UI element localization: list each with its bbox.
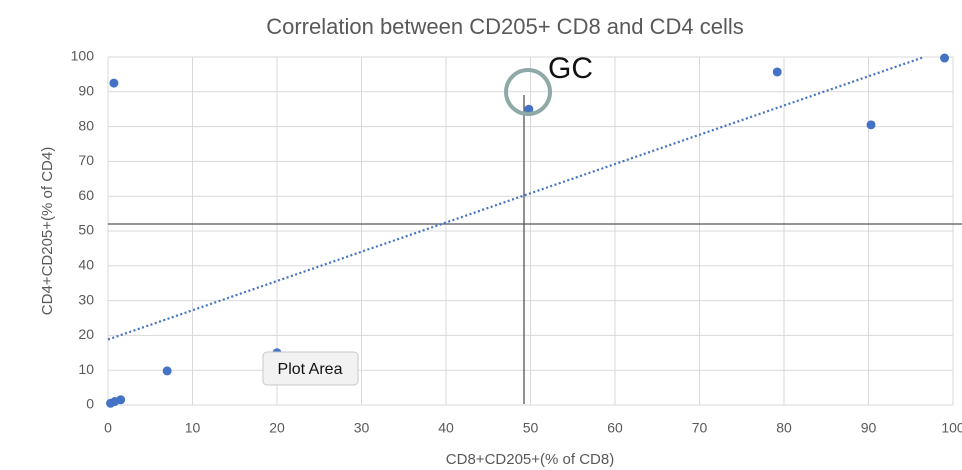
x-tick-label: 20 [269, 420, 285, 436]
x-tick-label: 0 [104, 420, 112, 436]
y-tick-label: 10 [78, 361, 94, 377]
x-tick-label: 60 [607, 420, 623, 436]
y-axis-title: CD4+CD205+(% of CD4) [39, 147, 56, 315]
tooltip [262, 351, 359, 386]
point [866, 120, 876, 130]
point [524, 104, 534, 114]
x-tick-label: 80 [776, 420, 792, 436]
x-tick-label: 100 [941, 420, 962, 436]
x-tick-label: 30 [354, 420, 370, 436]
y-tick-label: 60 [78, 187, 94, 203]
annotation-circle [504, 68, 552, 116]
x-tick-label: 70 [692, 420, 708, 436]
y-tick-label: 0 [86, 396, 94, 412]
y-tick-label: 50 [78, 222, 94, 238]
chart-title: Correlation between CD205+ CD8 and CD4 c… [266, 14, 744, 39]
y-tick-label: 70 [78, 152, 94, 168]
x-axis-title: CD8+CD205+(% of CD8) [446, 451, 614, 468]
x-tick-label: 50 [523, 420, 539, 436]
x-tick-label: 10 [185, 420, 201, 436]
y-tick-label: 30 [78, 291, 94, 307]
y-tick-label: 40 [78, 257, 94, 273]
annotation: GC [548, 52, 593, 85]
x-tick-label: 90 [861, 420, 877, 436]
point [940, 53, 950, 63]
point [116, 395, 126, 405]
y-tick-label: 100 [71, 48, 95, 64]
point [109, 78, 119, 88]
y-tick-label: 80 [78, 117, 94, 133]
tooltip-text: Plot Area [278, 361, 343, 378]
trendline [107, 55, 925, 341]
y-tick-label: 90 [78, 83, 94, 99]
point [772, 67, 782, 77]
point [162, 366, 172, 376]
x-tick-label: 40 [438, 420, 454, 436]
y-tick-label: 20 [78, 326, 94, 342]
